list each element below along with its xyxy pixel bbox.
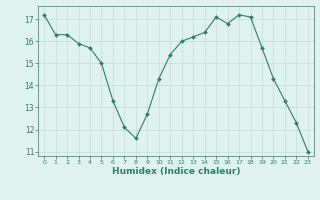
X-axis label: Humidex (Indice chaleur): Humidex (Indice chaleur) [112, 167, 240, 176]
